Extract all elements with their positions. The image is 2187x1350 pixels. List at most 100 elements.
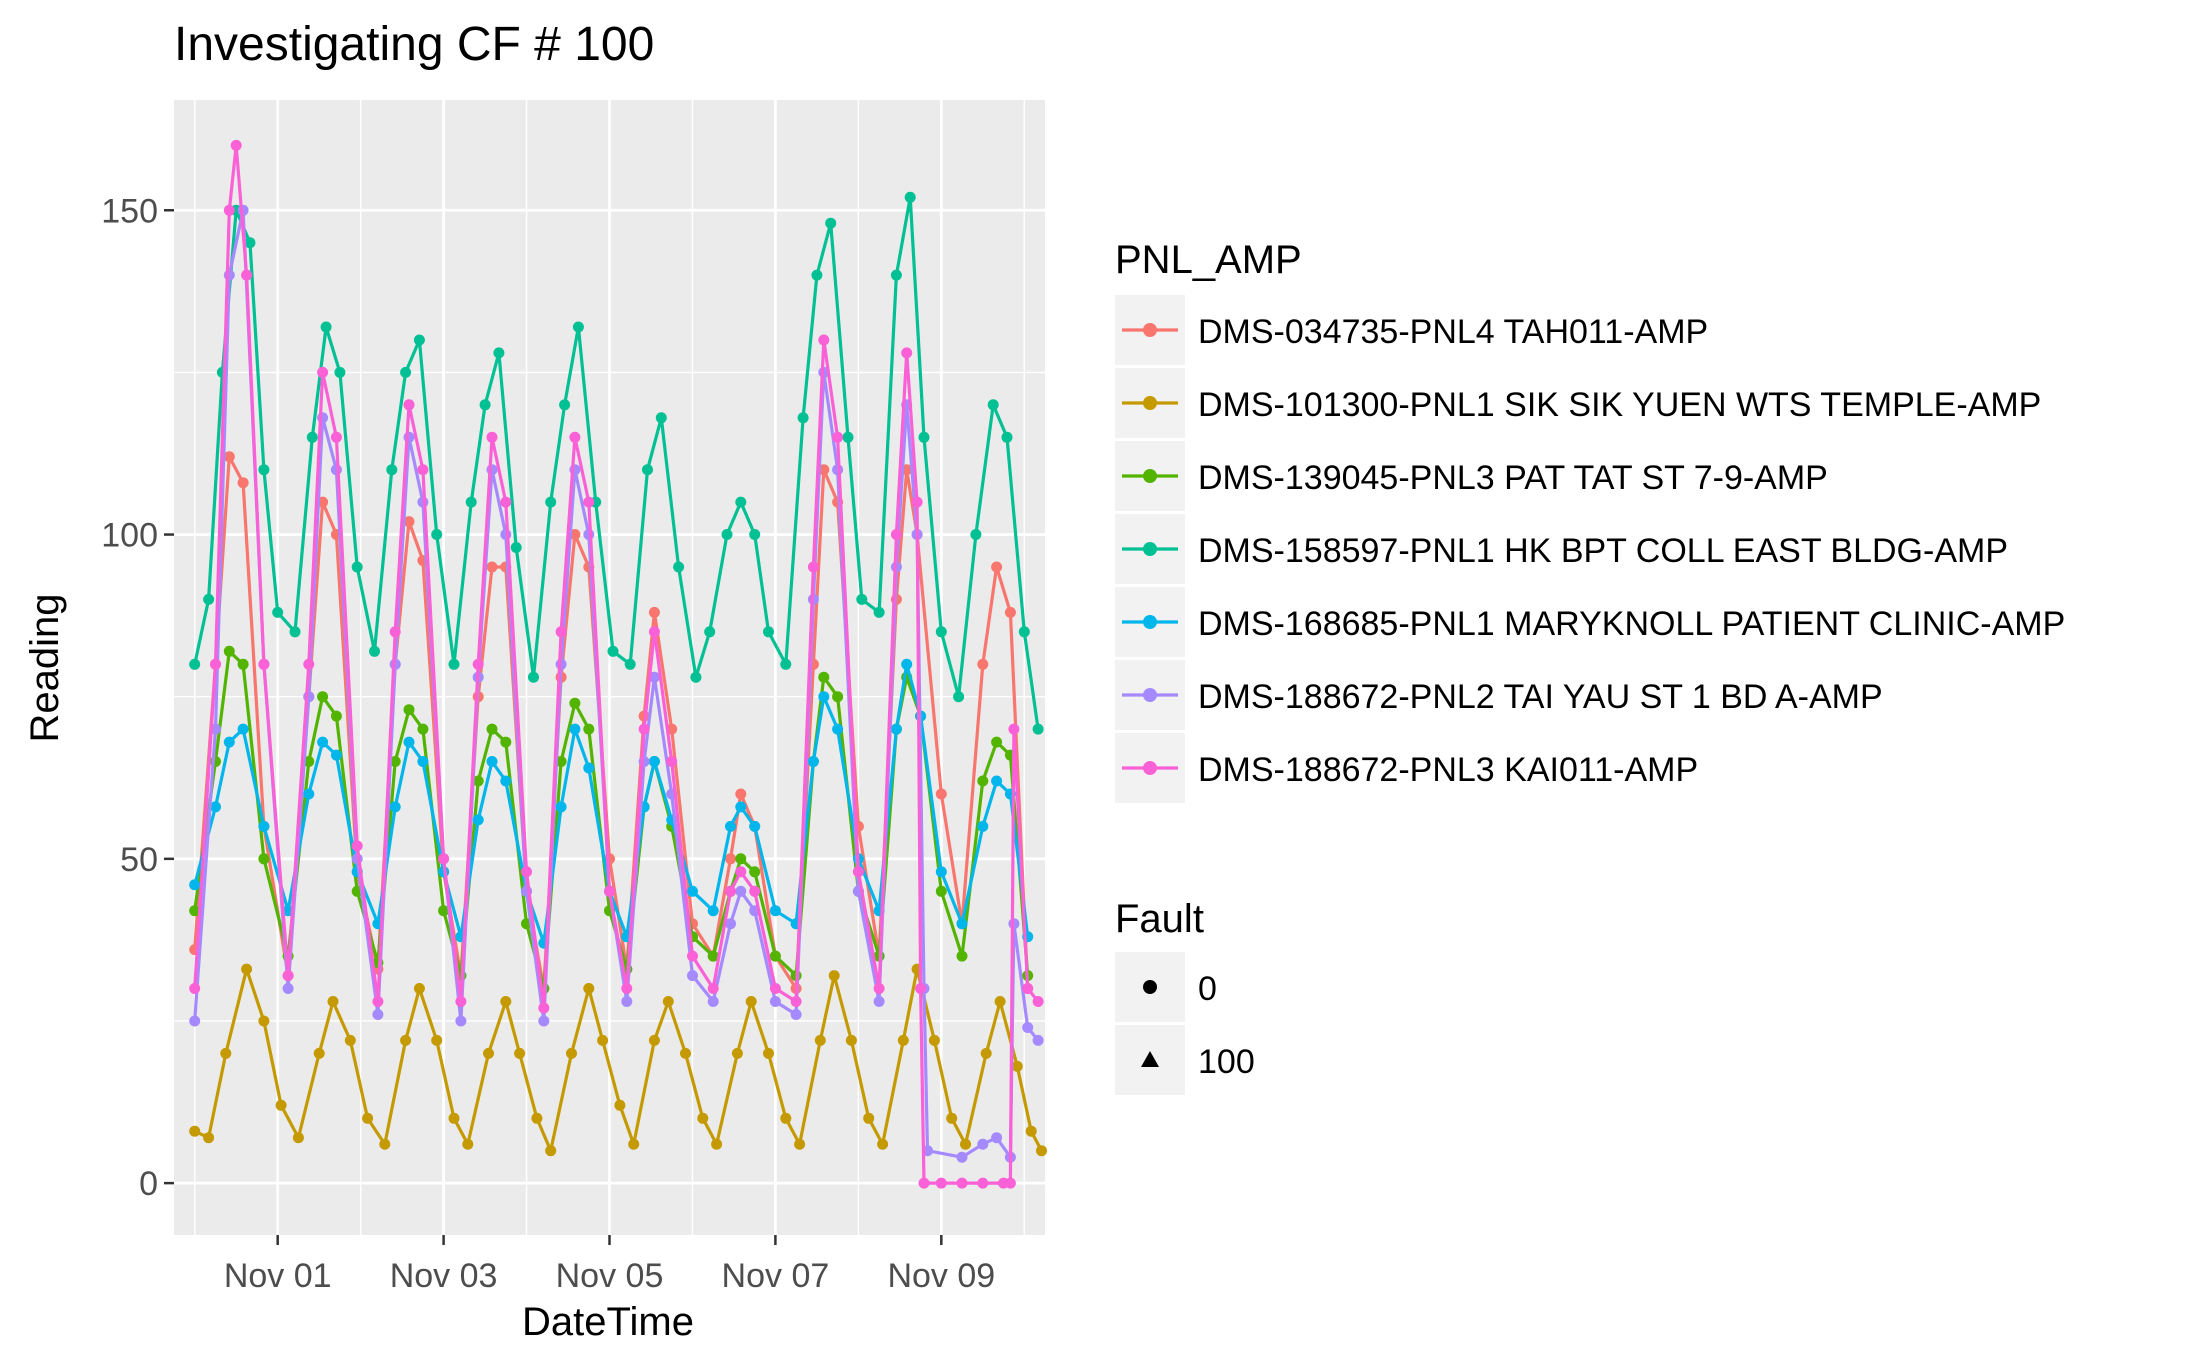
data-point xyxy=(769,950,781,962)
data-point xyxy=(483,1047,494,1059)
data-point xyxy=(725,853,736,865)
data-point xyxy=(814,1034,826,1046)
data-point xyxy=(258,464,270,476)
data-point xyxy=(403,399,415,411)
data-point xyxy=(763,1047,774,1059)
data-point xyxy=(749,866,761,878)
data-point xyxy=(486,464,498,476)
series-4 xyxy=(189,191,1044,735)
data-point xyxy=(272,606,284,618)
data-point xyxy=(455,996,467,1007)
data-point xyxy=(455,1015,467,1027)
data-point xyxy=(317,366,329,378)
data-point xyxy=(241,963,253,975)
data-point xyxy=(472,658,484,670)
legend-color-title: PNL_AMP xyxy=(1115,238,1302,282)
data-point xyxy=(210,801,221,813)
data-point xyxy=(621,983,633,994)
data-point xyxy=(230,139,242,151)
y-tick-label: 0 xyxy=(139,1165,158,1203)
data-point xyxy=(282,983,294,994)
data-point xyxy=(797,412,809,424)
data-point xyxy=(189,983,201,994)
data-point xyxy=(956,950,968,962)
data-point xyxy=(400,366,412,378)
data-point xyxy=(842,431,854,443)
data-point xyxy=(863,1112,875,1124)
data-point xyxy=(521,866,532,878)
data-point xyxy=(258,658,270,670)
data-point xyxy=(918,1177,930,1189)
data-point xyxy=(648,671,660,683)
data-point xyxy=(389,801,401,813)
data-point xyxy=(223,736,235,748)
data-point xyxy=(500,775,512,787)
data-point xyxy=(956,1177,968,1189)
data-point xyxy=(237,658,249,670)
data-point xyxy=(904,191,916,203)
data-point xyxy=(735,853,747,865)
data-point xyxy=(583,496,595,508)
data-point xyxy=(928,1034,940,1046)
legend-label: DMS-139045-PNL3 PAT TAT ST 7-9-AMP xyxy=(1198,459,1828,497)
data-point xyxy=(372,996,384,1007)
data-point xyxy=(977,820,989,832)
data-point xyxy=(877,1138,889,1150)
data-point xyxy=(258,853,270,865)
data-point xyxy=(472,775,484,787)
data-point xyxy=(486,723,498,735)
data-point xyxy=(811,269,823,281)
data-point xyxy=(303,658,315,670)
data-point xyxy=(994,996,1006,1007)
data-point xyxy=(731,1047,743,1059)
data-point xyxy=(704,626,716,638)
legend-label: 0 xyxy=(1198,970,1217,1008)
data-point xyxy=(203,593,215,605)
data-point xyxy=(749,885,761,897)
x-axis-title: DateTime xyxy=(522,1300,694,1344)
data-point xyxy=(987,399,999,411)
data-point xyxy=(666,756,678,767)
data-point xyxy=(687,885,698,897)
data-point xyxy=(662,996,674,1007)
data-point xyxy=(901,347,913,359)
data-point xyxy=(189,1125,201,1137)
data-point xyxy=(648,756,660,767)
data-point xyxy=(697,1112,709,1124)
x-tick-label: Nov 07 xyxy=(722,1257,830,1295)
y-axis-title: Reading xyxy=(23,593,67,742)
data-point xyxy=(725,885,736,897)
data-point xyxy=(431,529,443,540)
data-point xyxy=(417,723,429,735)
data-point xyxy=(977,775,989,787)
data-point xyxy=(303,756,315,767)
data-point xyxy=(555,801,567,813)
data-point xyxy=(472,814,484,826)
data-point xyxy=(244,237,256,249)
legend-label: 100 xyxy=(1198,1043,1255,1081)
data-point xyxy=(707,905,719,917)
data-point xyxy=(769,983,781,994)
data-point xyxy=(735,788,747,800)
data-point xyxy=(237,477,249,489)
legend-key-point xyxy=(1143,542,1157,556)
legend-label: DMS-188672-PNL2 TAI YAU ST 1 BD A-AMP xyxy=(1198,678,1883,716)
data-point xyxy=(583,983,595,994)
data-point xyxy=(991,775,1003,787)
data-point xyxy=(258,1015,270,1027)
y-tick-label: 50 xyxy=(120,841,158,879)
data-point xyxy=(614,1099,626,1111)
data-point xyxy=(500,496,512,508)
data-point xyxy=(935,1177,947,1189)
data-point xyxy=(438,853,450,865)
data-point xyxy=(807,756,819,767)
data-point xyxy=(735,496,747,508)
data-point xyxy=(555,626,567,638)
legend-shape-circle xyxy=(1143,980,1157,994)
x-axis: Nov 01 Nov 03 Nov 05 Nov 07 Nov 09 xyxy=(224,1235,995,1295)
data-point xyxy=(818,334,830,346)
data-point xyxy=(417,464,429,476)
data-point xyxy=(351,561,363,573)
data-point xyxy=(275,1099,287,1111)
data-point xyxy=(555,756,567,767)
